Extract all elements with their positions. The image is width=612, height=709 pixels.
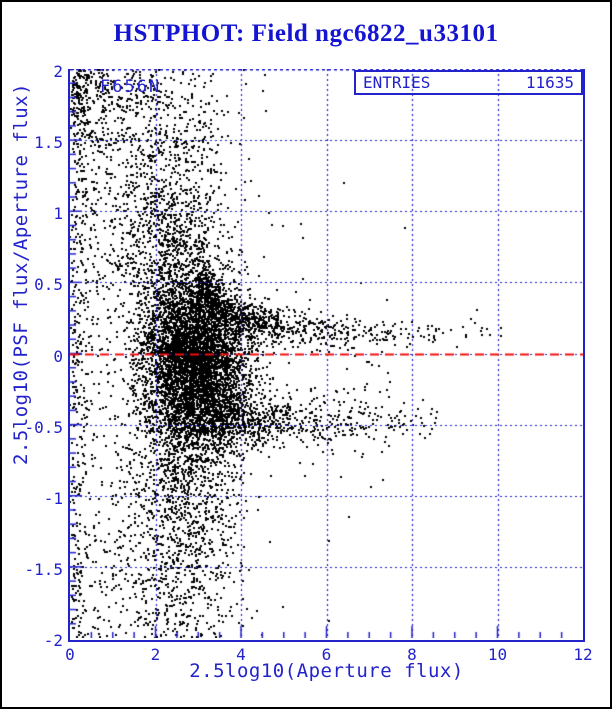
- x-tick-label: 2: [150, 645, 161, 664]
- y-tick-label: 2: [53, 62, 63, 81]
- y-tick-label: -0.5: [24, 417, 63, 437]
- plot-frame: [68, 69, 585, 642]
- scatter-plot-canvas: [70, 69, 583, 638]
- x-tick-label: 4: [236, 645, 246, 664]
- x-tick-label: 12: [573, 645, 593, 664]
- page-title: HSTPHOT: Field ngc6822_u33101: [113, 20, 499, 47]
- x-tick-label: 6: [321, 645, 332, 664]
- x-tick-label: 8: [407, 645, 417, 664]
- y-tick-label: 1: [53, 204, 63, 224]
- x-tick-label: 10: [487, 645, 508, 664]
- entries-box: ENTRIES 11635: [354, 70, 583, 95]
- y-tick-label: -1.5: [24, 559, 63, 579]
- y-tick-label: -1: [43, 488, 63, 508]
- entries-label: ENTRIES: [363, 73, 431, 92]
- y-tick-label: -2: [43, 631, 63, 650]
- x-tick-label: 0: [65, 645, 75, 664]
- y-tick-label: 0.5: [34, 275, 63, 295]
- x-axis-title: 2.5log10(Aperture flux): [189, 660, 464, 682]
- entries-value: 11635: [525, 73, 574, 92]
- y-tick-label: 1.5: [34, 133, 63, 153]
- y-tick-label: 0: [53, 346, 63, 366]
- filter-label: F656N: [100, 77, 162, 97]
